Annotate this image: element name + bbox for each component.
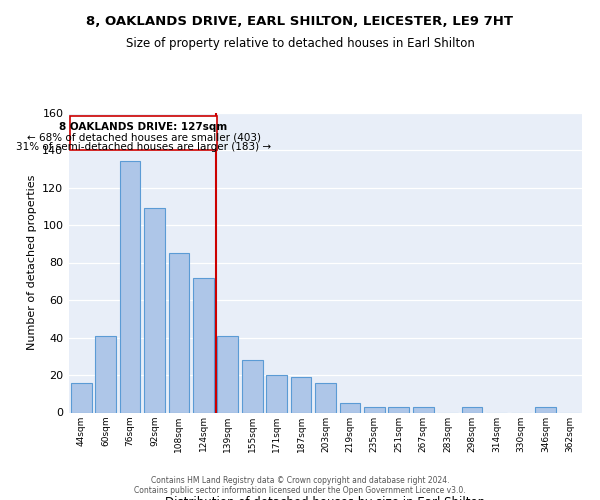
- Text: Size of property relative to detached houses in Earl Shilton: Size of property relative to detached ho…: [125, 38, 475, 51]
- Text: Contains HM Land Registry data © Crown copyright and database right 2024.: Contains HM Land Registry data © Crown c…: [151, 476, 449, 485]
- X-axis label: Distribution of detached houses by size in Earl Shilton: Distribution of detached houses by size …: [166, 496, 485, 500]
- FancyBboxPatch shape: [70, 116, 217, 150]
- Bar: [217, 336, 238, 412]
- Bar: [95, 336, 116, 412]
- Text: 8, OAKLANDS DRIVE, EARL SHILTON, LEICESTER, LE9 7HT: 8, OAKLANDS DRIVE, EARL SHILTON, LEICEST…: [86, 15, 514, 28]
- Text: ← 68% of detached houses are smaller (403): ← 68% of detached houses are smaller (40…: [26, 132, 260, 142]
- Bar: [340, 403, 361, 412]
- Bar: [535, 407, 556, 412]
- Bar: [71, 382, 92, 412]
- Text: 31% of semi-detached houses are larger (183) →: 31% of semi-detached houses are larger (…: [16, 142, 271, 152]
- Bar: [364, 407, 385, 412]
- Bar: [413, 407, 434, 412]
- Bar: [388, 407, 409, 412]
- Text: 8 OAKLANDS DRIVE: 127sqm: 8 OAKLANDS DRIVE: 127sqm: [59, 122, 227, 132]
- Y-axis label: Number of detached properties: Number of detached properties: [27, 175, 37, 350]
- Text: Contains public sector information licensed under the Open Government Licence v3: Contains public sector information licen…: [134, 486, 466, 495]
- Bar: [315, 382, 336, 412]
- Bar: [290, 377, 311, 412]
- Bar: [193, 278, 214, 412]
- Bar: [144, 208, 165, 412]
- Bar: [119, 161, 140, 412]
- Bar: [461, 407, 482, 412]
- Bar: [169, 253, 190, 412]
- Bar: [266, 375, 287, 412]
- Bar: [242, 360, 263, 412]
